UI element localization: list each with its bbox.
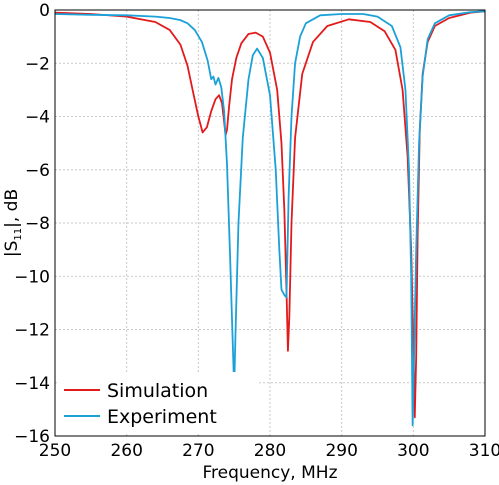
- x-tick-label-6: 310: [469, 441, 499, 461]
- y-tick-label-2: −4: [25, 108, 50, 128]
- y-axis-label-subscript: 11: [13, 228, 24, 241]
- y-tick-label-5: −10: [14, 267, 50, 287]
- x-tick-label-1: 260: [110, 441, 142, 461]
- y-tick-label-1: −2: [25, 54, 50, 74]
- y-tick-label-7: −14: [14, 374, 50, 394]
- y-tick-label-3: −6: [25, 161, 50, 181]
- y-axis-label-main: |S: [2, 241, 22, 258]
- series-line-experiment: [54, 10, 486, 427]
- series-line-simulation: [54, 10, 486, 419]
- plot-frame: [54, 9, 486, 437]
- y-tick-label-8: −16: [14, 427, 50, 447]
- y-axis-label-suffix: |, dB: [2, 189, 22, 228]
- x-tick-label-3: 280: [254, 441, 286, 461]
- tick-labels: 250 260 270 280 290 300 310 0 −2 −4 −6 −8 −10 −12 −14 −…: [14, 1, 499, 461]
- x-tick-label-2: 270: [182, 441, 214, 461]
- legend-box: [58, 372, 258, 432]
- x-tick-label-4: 290: [325, 441, 357, 461]
- y-tick-label-0: 0: [39, 1, 50, 21]
- x-tick-label-5: 300: [397, 441, 429, 461]
- y-axis-label: |S11|, dB: [2, 189, 24, 257]
- series-lines: [54, 10, 486, 427]
- legend: Simulation Experiment: [58, 372, 258, 432]
- legend-label-experiment: Experiment: [107, 406, 217, 428]
- y-tick-label-6: −12: [14, 321, 50, 341]
- y-tick-label-4: −8: [25, 214, 50, 234]
- x-axis-label: Frequency, MHz: [202, 463, 337, 483]
- legend-label-simulation: Simulation: [107, 380, 208, 402]
- x-tick-label-0: 250: [39, 441, 71, 461]
